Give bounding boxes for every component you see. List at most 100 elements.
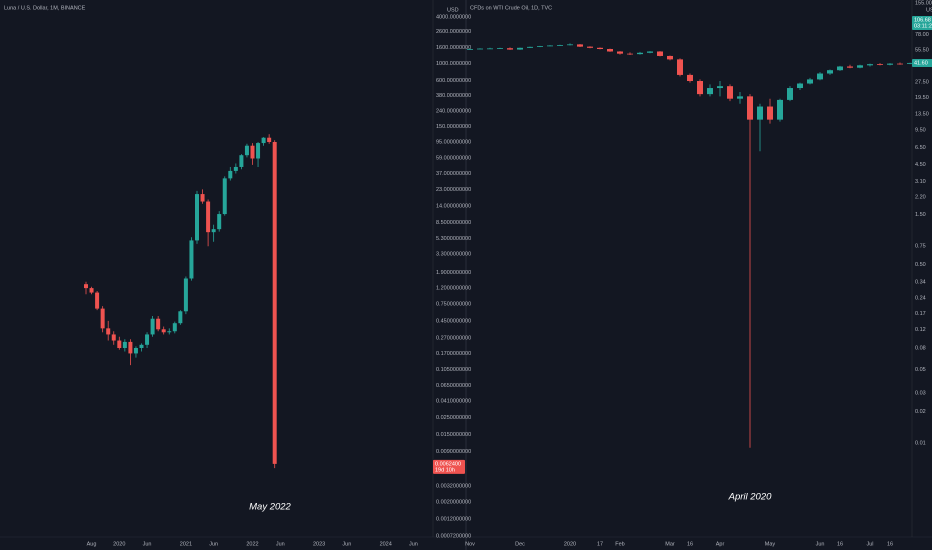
candle-body (256, 143, 261, 159)
candle-body (807, 79, 813, 84)
y-tick-label: 0.4500000000 (436, 318, 471, 324)
y-tick-label: 0.1050000000 (436, 367, 471, 373)
candle-body (244, 145, 249, 156)
y-tick-label: 0.0020000000 (436, 499, 471, 505)
candle-body (167, 331, 172, 333)
candle-body (577, 44, 583, 47)
candle-body (228, 170, 233, 179)
price-label-label: 0.0062400 (435, 461, 461, 467)
candle-body (857, 65, 863, 68)
y-tick-label: 0.1700000000 (436, 351, 471, 357)
candle-body (707, 88, 713, 95)
candle-body (128, 341, 133, 354)
axis-unit: USD (447, 7, 459, 13)
y-tick-label: 0.0032000000 (436, 484, 471, 490)
y-tick-label: 155.00 (915, 0, 932, 6)
candle-body (627, 53, 633, 55)
y-tick-label: 14.000000000 (436, 203, 471, 209)
candle-body (557, 45, 563, 46)
y-tick-label: 0.01 (915, 440, 926, 446)
candle-body (250, 145, 255, 159)
chart-title: Luna / U.S. Dollar, 1M, BINANCE (4, 5, 86, 11)
y-tick-label: 0.02 (915, 409, 926, 415)
candle-body (133, 347, 138, 354)
x-tick-label: Jul (866, 541, 873, 547)
candle-body (567, 44, 573, 46)
x-tick-label: Jun (409, 541, 418, 547)
candle-body (907, 62, 913, 64)
candle-body (777, 99, 783, 120)
candle-body (787, 88, 793, 100)
candle-body (507, 48, 513, 50)
candle-body (95, 292, 100, 309)
x-tick-label: 16 (837, 541, 843, 547)
candle-body (827, 70, 833, 74)
candle-body (267, 137, 272, 142)
y-tick-label: 0.0410000000 (436, 398, 471, 404)
price-label (912, 58, 932, 67)
annotation: May 2022 (249, 502, 291, 513)
x-tick-label: 2021 (180, 541, 192, 547)
y-tick-label: 0.17 (915, 311, 926, 317)
candle-body (687, 74, 693, 82)
candle-body (727, 86, 733, 99)
candle-body (497, 48, 503, 50)
candle-body (697, 81, 703, 95)
y-tick-label: 9.50 (915, 128, 926, 134)
y-tick-label: 6.50 (915, 145, 926, 151)
y-tick-label: 0.05 (915, 367, 926, 373)
y-tick-label: 240.00000000 (436, 108, 471, 114)
x-tick-label: 17 (597, 541, 603, 547)
x-tick-label: Nov (465, 541, 475, 547)
candle-body (477, 48, 483, 50)
y-tick-label: 55.50 (915, 47, 929, 53)
candle-body (195, 194, 199, 241)
x-tick-label: 16 (887, 541, 893, 547)
annotation: April 2020 (728, 492, 772, 503)
axis-unit: USD (926, 7, 932, 13)
x-tick-label: Jun (276, 541, 285, 547)
y-tick-label: 1.9000000000 (436, 270, 471, 276)
price-label-sub: 19d 10h (435, 467, 455, 473)
candle-body (222, 178, 227, 215)
y-tick-label: 0.7500000000 (436, 301, 471, 307)
y-tick-label: 0.03 (915, 390, 926, 396)
y-tick-label: 1600.0000000 (436, 45, 471, 51)
top-badge (912, 16, 932, 31)
candle-body (487, 48, 493, 50)
candle-body (527, 46, 533, 48)
y-tick-label: 0.0007200000 (436, 534, 471, 540)
y-tick-label: 0.08 (915, 346, 926, 352)
x-tick-label: Jun (209, 541, 218, 547)
candle-body (837, 66, 843, 71)
y-tick-label: 27.50 (915, 79, 929, 85)
candle-body (667, 55, 673, 60)
y-tick-label: 3.3000000000 (436, 252, 471, 258)
candle-body (887, 63, 893, 65)
candle-body (647, 51, 653, 53)
x-tick-label: 2020 (564, 541, 576, 547)
x-tick-label: 16 (687, 541, 693, 547)
y-tick-label: 5.3000000000 (436, 236, 471, 242)
candle-body (106, 328, 111, 335)
candle-body (767, 106, 773, 120)
candle-body (607, 49, 613, 52)
candle-body (122, 341, 127, 348)
candle-body (111, 334, 116, 341)
x-tick-label: Dec (515, 541, 525, 547)
y-tick-label: 95.000000000 (436, 139, 471, 145)
y-tick-label: 0.24 (915, 295, 926, 301)
y-tick-label: 0.50 (915, 262, 926, 268)
x-tick-label: 2023 (313, 541, 325, 547)
candle-body (617, 51, 623, 54)
y-tick-label: 19.50 (915, 95, 929, 101)
candle-body (272, 141, 277, 464)
candle-body (747, 96, 753, 120)
y-tick-label: 4000.0000000 (436, 14, 471, 20)
x-tick-label: 2020 (113, 541, 125, 547)
candle-body (897, 63, 903, 65)
candle-body (717, 86, 723, 89)
candle-body (139, 344, 144, 348)
y-tick-label: 2.20 (915, 194, 926, 200)
y-tick-label: 0.0650000000 (436, 383, 471, 389)
